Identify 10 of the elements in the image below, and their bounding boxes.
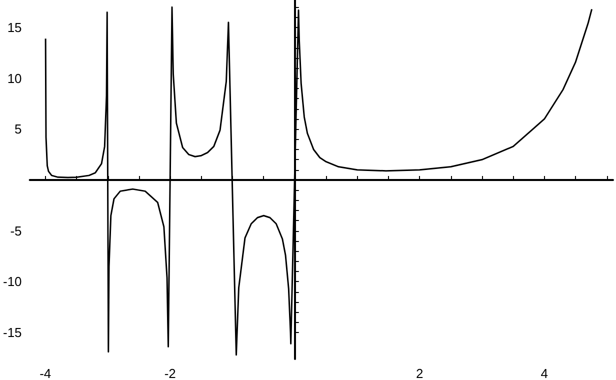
y-tick-label: -15: [2, 325, 22, 340]
x-tick-label: -4: [40, 366, 52, 380]
x-tick-label: 2: [416, 366, 424, 380]
y-tick-label: 5: [14, 122, 22, 137]
y-tick-label: -10: [2, 274, 22, 290]
x-tick-label: -2: [164, 366, 176, 380]
x-tick-label: 4: [540, 366, 548, 380]
y-tick-label: 10: [7, 70, 22, 86]
y-tick-label: -5: [10, 223, 22, 238]
y-tick-label: 15: [7, 20, 22, 35]
